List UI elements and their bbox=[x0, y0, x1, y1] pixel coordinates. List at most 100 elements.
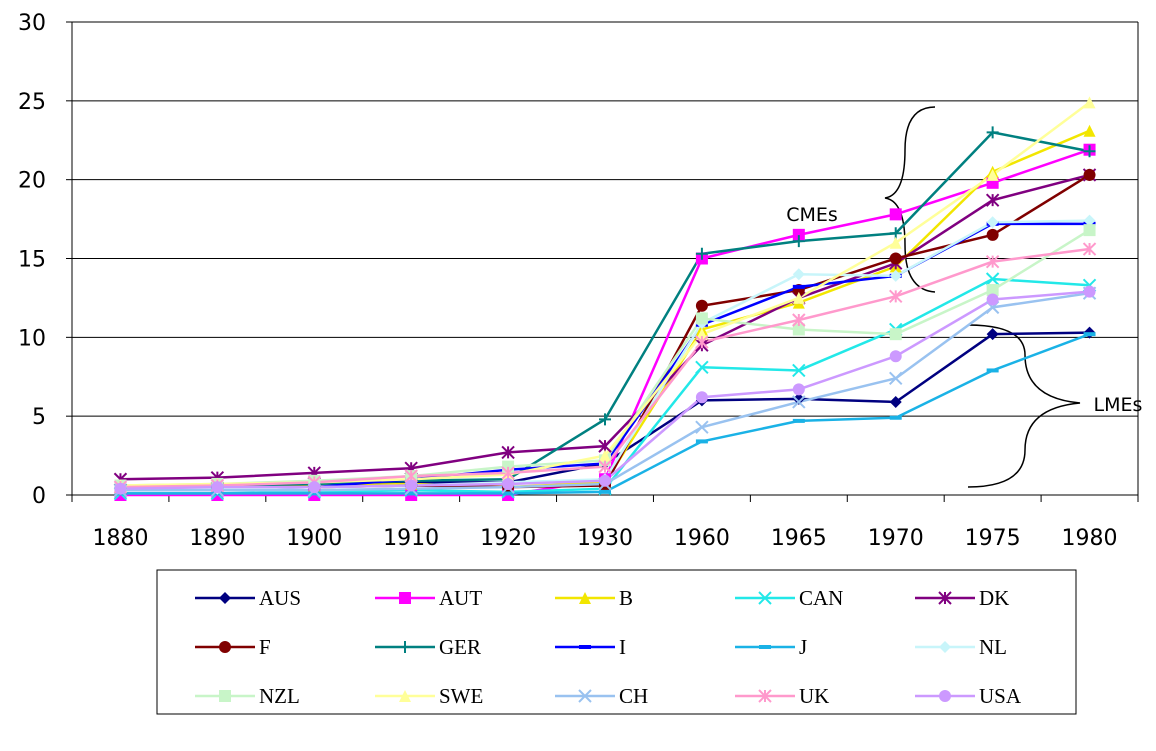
x-tick-label: 1880 bbox=[92, 526, 148, 551]
data-point bbox=[889, 289, 903, 304]
y-tick-label: 0 bbox=[32, 484, 46, 509]
legend-label: AUT bbox=[439, 586, 482, 610]
x-tick-label: 1910 bbox=[383, 526, 439, 551]
data-point bbox=[1082, 242, 1097, 256]
data-point bbox=[695, 299, 708, 312]
y-tick-label: 20 bbox=[18, 169, 46, 194]
data-point bbox=[1083, 124, 1096, 137]
x-tick-label: 1965 bbox=[771, 526, 827, 551]
data-point bbox=[1083, 214, 1096, 227]
data-point bbox=[405, 479, 418, 492]
data-point bbox=[889, 371, 903, 386]
legend-label: NZL bbox=[259, 684, 300, 708]
legend-box bbox=[156, 569, 1077, 715]
legend-marker bbox=[399, 592, 411, 604]
legend-marker bbox=[939, 690, 951, 702]
data-point bbox=[502, 477, 515, 490]
x-tick-label: 1960 bbox=[674, 526, 730, 551]
legend-label: SWE bbox=[439, 684, 483, 708]
data-point bbox=[501, 445, 515, 460]
data-point bbox=[986, 216, 999, 229]
legend-marker bbox=[578, 689, 592, 703]
legend-marker bbox=[939, 641, 951, 653]
y-tick-label: 15 bbox=[18, 248, 46, 273]
data-point bbox=[211, 481, 224, 494]
legend-label: UK bbox=[799, 684, 829, 708]
series-line bbox=[120, 101, 1091, 487]
data-point bbox=[792, 313, 806, 327]
legend-label: NL bbox=[979, 635, 1007, 659]
legend-marker bbox=[219, 641, 231, 653]
data-point bbox=[695, 328, 708, 341]
legend-marker bbox=[579, 592, 591, 604]
x-tick-label: 1890 bbox=[189, 526, 245, 551]
data-point bbox=[599, 449, 611, 462]
data-point bbox=[985, 193, 1000, 207]
data-point bbox=[792, 383, 805, 396]
y-tick-label: 10 bbox=[18, 326, 46, 351]
data-point bbox=[695, 312, 708, 325]
data-point bbox=[889, 269, 902, 282]
data-point bbox=[792, 392, 805, 405]
y-tick-label: 25 bbox=[18, 90, 46, 115]
data-point bbox=[889, 328, 902, 341]
x-tick-label: 1900 bbox=[286, 526, 342, 551]
legend-label: CAN bbox=[799, 586, 843, 610]
data-point bbox=[308, 481, 321, 494]
data-point bbox=[695, 247, 708, 260]
data-point bbox=[986, 284, 999, 297]
data-point bbox=[986, 228, 999, 241]
legend-label: J bbox=[799, 635, 807, 659]
x-tick-label: 1975 bbox=[965, 526, 1021, 551]
legend-label: F bbox=[259, 635, 271, 659]
data-point bbox=[792, 268, 805, 281]
lme-brace bbox=[967, 324, 1081, 488]
data-point bbox=[889, 395, 902, 408]
series-line bbox=[120, 131, 1090, 489]
data-point bbox=[695, 335, 709, 349]
legend-marker bbox=[219, 690, 231, 702]
legend-label: B bbox=[619, 586, 633, 610]
x-tick-label: 1980 bbox=[1062, 526, 1118, 551]
annotation: CMEs bbox=[786, 204, 838, 226]
data-point bbox=[501, 466, 515, 480]
data-point bbox=[985, 254, 1000, 269]
data-point bbox=[986, 168, 999, 181]
legend-marker bbox=[399, 641, 411, 653]
data-point bbox=[792, 228, 805, 241]
data-point bbox=[889, 350, 902, 363]
data-point bbox=[1083, 168, 1096, 181]
legend-label: CH bbox=[619, 684, 648, 708]
data-point bbox=[792, 235, 805, 248]
data-point bbox=[986, 126, 999, 139]
annotation: LMEs bbox=[1094, 394, 1143, 416]
x-tick-label: 1930 bbox=[577, 526, 633, 551]
legend-marker bbox=[219, 592, 231, 604]
data-point bbox=[889, 252, 902, 265]
legend-label: AUS bbox=[259, 586, 301, 610]
data-point bbox=[889, 208, 902, 221]
legend-label: DK bbox=[979, 586, 1009, 610]
legend-label: I bbox=[619, 635, 626, 659]
data-point bbox=[114, 482, 127, 495]
data-point bbox=[792, 363, 806, 378]
data-point bbox=[599, 474, 611, 487]
y-tick-label: 30 bbox=[18, 11, 46, 36]
data-point bbox=[792, 323, 805, 336]
data-point bbox=[695, 360, 709, 374]
x-tick-label: 1970 bbox=[868, 526, 924, 551]
x-tick-label: 1920 bbox=[480, 526, 536, 551]
data-point bbox=[985, 272, 1000, 286]
data-point bbox=[792, 395, 806, 409]
data-point bbox=[1083, 96, 1096, 109]
legend-marker bbox=[758, 689, 772, 703]
data-point bbox=[599, 413, 611, 426]
data-point bbox=[792, 291, 805, 304]
data-point bbox=[889, 236, 902, 249]
data-point bbox=[1083, 224, 1096, 237]
legend-marker bbox=[758, 591, 772, 605]
legend-marker bbox=[399, 690, 411, 702]
data-point bbox=[1083, 285, 1096, 298]
legend-marker bbox=[938, 591, 952, 605]
